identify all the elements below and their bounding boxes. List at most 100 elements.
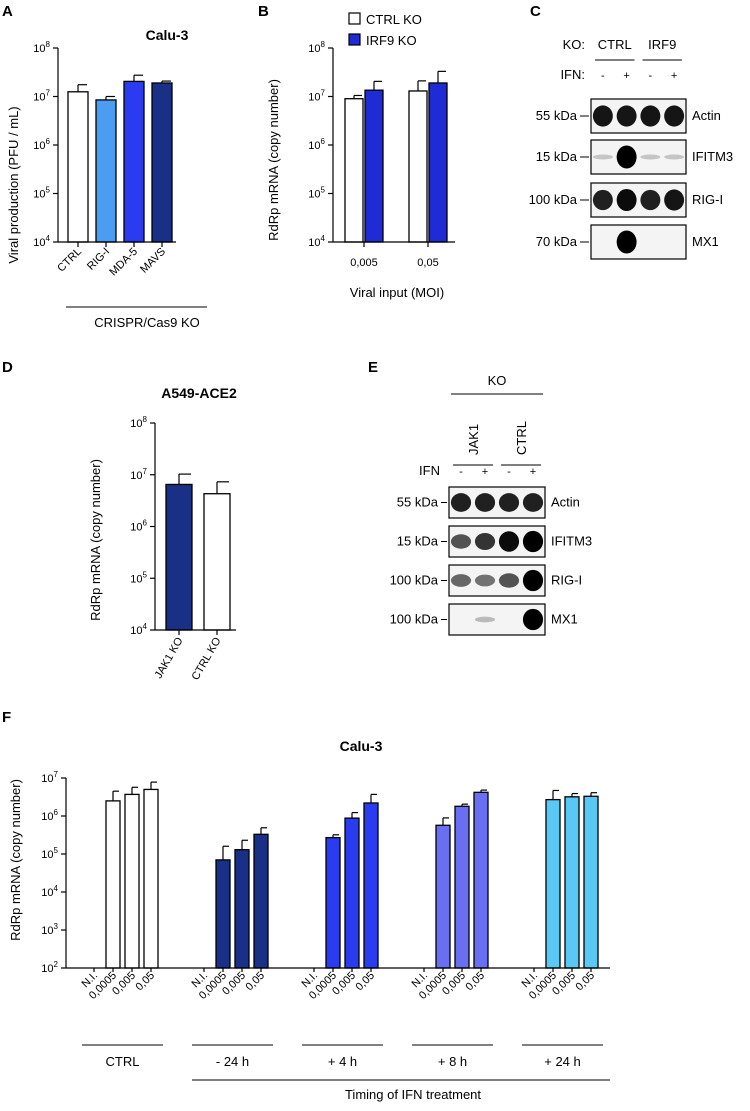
chart-a-bar xyxy=(123,80,145,243)
panel-label-e: E xyxy=(368,359,378,376)
chart-a-y-tick-label: 107 xyxy=(33,89,50,104)
chart-f-x-tick-label: 0,05 xyxy=(463,970,487,994)
blot-e-band xyxy=(522,608,544,631)
chart-f-bar xyxy=(325,836,341,969)
chart-b-y-tick-label: 107 xyxy=(308,89,325,104)
blot-c-group-label: IRF9 xyxy=(648,37,676,52)
blot-c-ifn-label: IFN: xyxy=(560,67,585,82)
chart-f-group-label: - 24 h xyxy=(216,1054,249,1069)
chart-a-y-tick-label: 106 xyxy=(33,137,50,152)
blot-e-protein-label: MX1 xyxy=(551,612,578,627)
blot-e-band xyxy=(474,616,496,623)
legend-swatch-irf9-ko xyxy=(348,33,361,46)
chart-f-bar xyxy=(215,859,231,969)
blot-e-band xyxy=(474,493,496,512)
blot-e-protein-label: IFITM3 xyxy=(551,534,592,549)
chart-b-y-tick-label: 104 xyxy=(308,234,325,249)
chart-f-bar xyxy=(454,805,470,969)
blot-e-protein-label: Actin xyxy=(551,495,580,510)
chart-b-y-tick-label: 106 xyxy=(308,137,325,152)
chart-f-ylabel: RdRp mRNA (copy number) xyxy=(8,779,23,941)
chart-f-bar xyxy=(105,800,121,969)
blots-layer: KO: CTRL IRF9 IFN: - + - +55 kDa Actin 15 kDa IFIT… xyxy=(390,37,733,636)
blot-c-band xyxy=(616,145,637,169)
blot-c-band xyxy=(664,105,685,127)
panel-label-d: D xyxy=(2,359,13,376)
blot-e-ifn-sign: + xyxy=(482,466,488,478)
chart-b-xlabel: Viral input (MOI) xyxy=(350,285,444,300)
chart-a-x-tick-label: CTRL xyxy=(55,246,84,275)
chart-d-y-tick-label: 105 xyxy=(130,570,147,585)
chart-f-group-label: Timing of IFN treatment xyxy=(345,1087,481,1102)
blot-e-marker: 15 kDa xyxy=(397,534,439,549)
blot-c-band xyxy=(640,154,661,160)
legend-swatch-ctrl-ko xyxy=(348,12,361,25)
chart-d-bar xyxy=(165,483,193,631)
chart-f-bar xyxy=(473,791,489,969)
chart-d-x-tick-label: CTRL KO xyxy=(190,635,224,682)
blot-e-band xyxy=(474,574,496,587)
chart-b-bar xyxy=(364,89,384,243)
chart-b-x-tick-label: 0,05 xyxy=(417,257,438,269)
blot-c-ko-label: KO: xyxy=(563,37,585,52)
blot-e-band xyxy=(522,569,544,592)
chart-f-x-tick-label: 0,05 xyxy=(243,970,267,994)
blot-e-ko-label: KO xyxy=(488,373,507,388)
chart-b-bar xyxy=(344,98,364,243)
blot-c-band xyxy=(664,189,685,211)
chart-a-bar xyxy=(95,99,117,243)
chart-f-bar xyxy=(253,833,269,969)
chart-f-y-tick-label: 106 xyxy=(41,808,58,823)
blot-c-band xyxy=(616,230,637,254)
blot-e-protein-label: RIG-I xyxy=(551,573,582,588)
blot-e-marker: 100 kDa xyxy=(390,573,439,588)
blot-c-band xyxy=(640,189,661,211)
blot-c-marker: 55 kDa xyxy=(536,108,578,123)
chart-d-title: A549-ACE2 xyxy=(161,385,237,401)
blot-c-band xyxy=(592,154,613,160)
blot-e-band xyxy=(450,574,472,587)
chart-b-ylabel: RdRp mRNA (copy number) xyxy=(266,79,281,241)
chart-f-y-tick-label: 102 xyxy=(41,960,58,975)
blot-e-ifn-label: IFN xyxy=(419,463,440,478)
chart-a-y-tick-label: 105 xyxy=(33,186,50,201)
blot-c-band xyxy=(640,105,661,127)
chart-f-group-label: CTRL xyxy=(106,1054,140,1069)
blot-e-band xyxy=(474,532,496,551)
chart-d-ylabel: RdRp mRNA (copy number) xyxy=(88,459,103,621)
panel-label-b: B xyxy=(258,3,269,20)
chart-a-y-tick-label: 104 xyxy=(33,234,50,249)
chart-f-group-label: + 8 h xyxy=(438,1054,467,1069)
chart-f-y-tick-label: 107 xyxy=(41,770,58,785)
panel-label-c: C xyxy=(530,3,541,20)
blot-c-band xyxy=(592,189,613,211)
panel-label-a: A xyxy=(2,3,13,20)
blot-e-band xyxy=(522,493,544,512)
chart-d-y-tick-label: 107 xyxy=(130,467,147,482)
chart-a-x-tick-label: MAVS xyxy=(138,246,168,276)
chart-f-x-tick-label: 0,05 xyxy=(573,970,597,994)
blot-c-ifn-sign: + xyxy=(671,70,677,82)
chart-f-y-tick-label: 105 xyxy=(41,846,58,861)
blot-c-ifn-sign: - xyxy=(649,70,653,82)
blot-e-marker: 100 kDa xyxy=(390,612,439,627)
chart-b-y-tick-label: 108 xyxy=(308,40,325,55)
legend-label-ctrl-ko: CTRL KO xyxy=(366,12,422,27)
blot-c-band xyxy=(664,154,685,160)
chart-f-bar xyxy=(344,817,360,969)
blot-e-marker: 55 kDa xyxy=(397,495,439,510)
chart-f-x-tick-label: 0,05 xyxy=(353,970,377,994)
blot-c-marker: 15 kDa xyxy=(536,149,578,164)
chart-f-group-label: + 4 h xyxy=(328,1054,357,1069)
chart-f-bar xyxy=(545,798,561,969)
chart-a-bar xyxy=(67,91,89,243)
blot-e-band xyxy=(450,493,472,512)
chart-d-y-tick-label: 108 xyxy=(130,415,147,430)
blot-c-ifn-sign: + xyxy=(623,70,629,82)
chart-d-x-tick-label: JAK1 KO xyxy=(153,635,186,681)
chart-f-y-tick-label: 103 xyxy=(41,922,58,937)
blot-c-group-label: CTRL xyxy=(598,37,632,52)
chart-f-bar xyxy=(583,795,599,969)
blot-e-band xyxy=(498,573,520,588)
